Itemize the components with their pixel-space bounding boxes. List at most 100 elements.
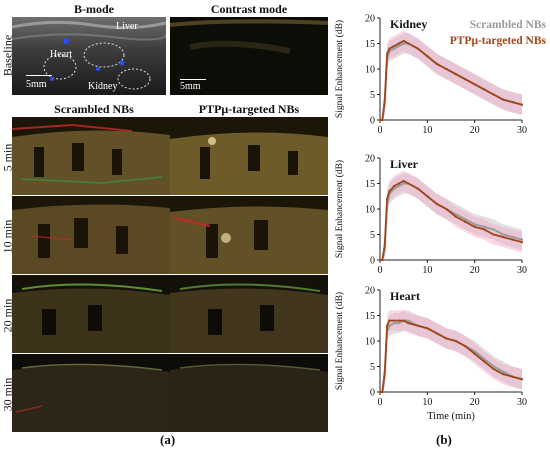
image-10min-targeted [170, 196, 328, 274]
data-point [402, 179, 405, 183]
data-point [520, 241, 524, 244]
data-point [435, 62, 438, 65]
col-header-bmode: B-mode [74, 2, 114, 16]
data-point [511, 375, 514, 378]
data-point [388, 47, 391, 50]
data-point [386, 197, 389, 200]
label-heart: Heart [50, 49, 73, 60]
data-point [393, 322, 396, 325]
y-tick-label: 15 [365, 39, 375, 50]
data-point [492, 228, 495, 231]
data-point [393, 184, 396, 188]
data-point [416, 47, 419, 50]
data-point [388, 190, 391, 193]
data-point [397, 42, 401, 45]
y-tick-label: 5 [370, 362, 375, 373]
data-point [511, 238, 514, 241]
y-tick-label: 20 [365, 154, 375, 165]
y-tick-label: 5 [370, 90, 375, 101]
y-tick-label: 20 [365, 286, 375, 297]
data-point [407, 42, 410, 45]
chart-title: Heart [390, 289, 420, 303]
data-point [381, 390, 384, 394]
data-point [386, 52, 389, 55]
legend-entry: Scrambled NBs [470, 19, 547, 31]
data-point [501, 370, 505, 373]
data-point [393, 319, 396, 322]
y-tick-label: 5 [370, 230, 375, 241]
data-point [445, 337, 448, 340]
data-point [501, 98, 505, 101]
col-header-scrambled-nbs: Scrambled NBs [54, 102, 134, 116]
y-axis-label: Signal Enhancement (dB) [334, 292, 345, 390]
data-point [383, 243, 386, 246]
data-point [402, 39, 405, 43]
data-point [381, 118, 384, 122]
y-tick-label: 10 [365, 205, 375, 216]
data-point [520, 378, 524, 381]
y-tick-label: 0 [370, 256, 375, 267]
data-point [397, 182, 401, 185]
series-band [380, 310, 522, 392]
data-point [393, 44, 396, 48]
x-tick-label: 20 [470, 397, 480, 408]
data-point [416, 187, 419, 190]
data-point [483, 88, 486, 91]
data-point [445, 207, 448, 211]
series-band [380, 33, 522, 120]
data-point [454, 73, 457, 76]
chart-title: Kidney [390, 17, 427, 31]
data-point [402, 319, 405, 322]
data-point [483, 360, 486, 363]
data-point [393, 47, 396, 50]
data-point [501, 233, 505, 236]
y-tick-label: 15 [365, 179, 375, 190]
image-30min-scrambled [12, 354, 170, 432]
data-point [473, 223, 476, 226]
image-baseline-contrast: 5mm [170, 17, 328, 95]
data-point [520, 103, 524, 106]
y-tick-label: 10 [365, 65, 375, 76]
data-point [492, 93, 495, 96]
x-tick-label: 10 [422, 397, 432, 408]
data-point [402, 182, 405, 185]
x-tick-label: 20 [470, 125, 480, 136]
y-tick-label: 0 [370, 388, 375, 399]
x-tick-label: 10 [422, 125, 432, 136]
col-header-targeted-nbs: PTPμ-targeted NBs [198, 102, 300, 116]
data-point [473, 350, 476, 353]
data-point [381, 258, 384, 262]
image-20min-scrambled [12, 275, 170, 353]
series-band [380, 30, 522, 120]
chart-title: Liver [390, 157, 419, 171]
y-axis-label: Signal Enhancement (dB) [334, 160, 345, 258]
series-band [380, 173, 522, 260]
data-point [492, 367, 495, 371]
data-point [473, 352, 476, 355]
data-point [501, 235, 505, 239]
x-tick-label: 0 [378, 265, 383, 276]
data-point [473, 225, 476, 228]
x-tick-label: 0 [378, 125, 383, 136]
series-band [380, 170, 522, 260]
panel-a-caption: (a) [160, 432, 176, 447]
data-point [464, 78, 467, 81]
data-point [445, 67, 448, 71]
data-point [435, 332, 438, 335]
data-point [464, 220, 467, 223]
image-baseline-bmode: Liver Heart Kidney 5mm [12, 17, 166, 95]
data-point [483, 228, 486, 231]
data-point [464, 218, 467, 221]
data-point [388, 324, 391, 327]
label-liver: Liver [116, 21, 138, 32]
scale-bar [180, 79, 206, 80]
series-band [380, 310, 522, 392]
panel-b-caption: (b) [436, 432, 452, 447]
y-tick-label: 15 [365, 311, 375, 322]
data-point [386, 324, 389, 327]
data-point [378, 118, 382, 122]
x-tick-label: 0 [378, 397, 383, 408]
image-30min-targeted [170, 354, 328, 432]
data-point [397, 184, 401, 188]
